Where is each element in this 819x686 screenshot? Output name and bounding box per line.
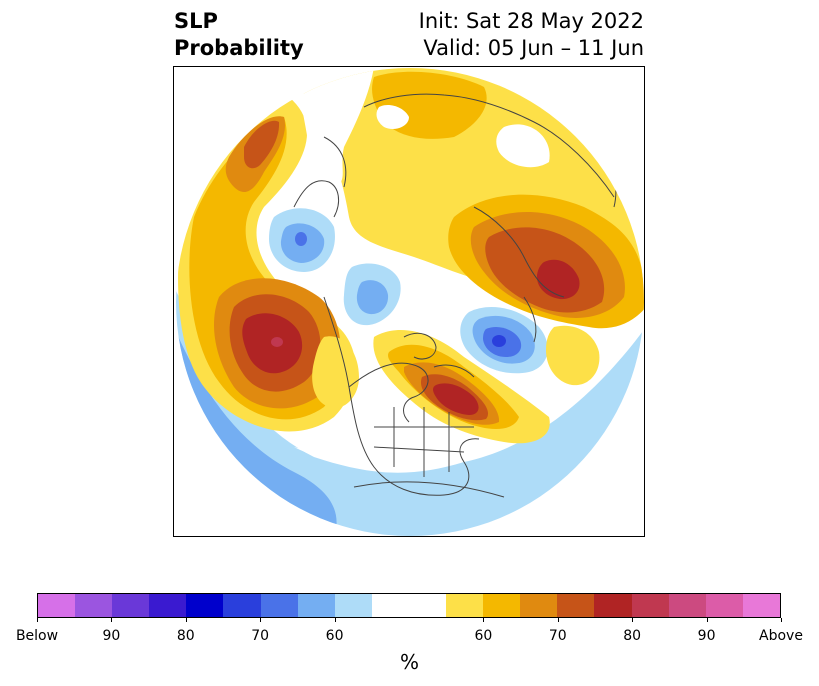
colorbar-tick-label: Below [15,628,59,644]
colorbar [37,593,781,618]
title-init-date: Init: Sat 28 May 2022 [418,9,644,33]
colorbar-tick-mark [111,618,113,622]
colorbar-tick-label: 80 [623,628,642,644]
colorbar-swatch [223,594,261,617]
chart-title-left: SLP Probability [174,8,304,62]
colorbar-tick-labels: Below 90 80 70 60 60 70 80 90 Above [0,628,819,646]
colorbar-swatch [112,594,150,617]
colorbar-swatch [446,594,484,617]
below-region-blue-alaska [295,232,307,246]
colorbar-swatch [520,594,558,617]
colorbar-tick-mark [334,618,336,622]
polar-probability-map [176,68,644,536]
colorbar-tick-mark [260,618,262,622]
colorbar-tick-label: 90 [697,628,716,644]
colorbar-tick-mark [706,618,708,622]
colorbar-tick-mark [781,618,782,622]
white-patch-arctic [376,105,409,129]
colorbar-tick-label: 60 [325,628,344,644]
colorbar-tick-label: 70 [548,628,567,644]
white-gap-arctic [294,68,374,188]
colorbar-swatch [594,594,632,617]
colorbar-tick-mark [557,618,559,622]
colorbar-tick-mark [185,618,187,622]
above-region-yellow-europe [546,325,600,386]
colorbar-tick-label: 70 [251,628,270,644]
title-variable: SLP [174,9,218,33]
colorbar-swatch [483,594,521,617]
colorbar-swatch [668,594,706,617]
colorbar-tick-label: Above [759,628,803,644]
above-region-red-canada [433,383,479,415]
chart-title-right: Init: Sat 28 May 2022 Valid: 05 Jun – 11… [419,8,644,62]
colorbar-swatch [334,594,372,617]
colorbar-swatch [371,594,409,617]
colorbar-swatch [260,594,298,617]
colorbar-tick-label: 90 [102,628,121,644]
colorbar-swatch [297,594,335,617]
title-field: Probability [174,36,304,60]
colorbar-swatch [408,594,447,617]
colorbar-tick-mark [483,618,485,622]
above-region-yellow-northamerica [312,336,359,408]
colorbar-swatch [149,594,187,617]
below-region-royalblue-atlantic [492,335,506,347]
colorbar-tick-label: 60 [474,628,493,644]
colorbar-tick-label: 80 [176,628,195,644]
colorbar-swatch [557,594,595,617]
colorbar-unit-label: % [399,650,419,674]
colorbar-swatch [38,594,76,617]
colorbar-tick-mark [37,618,38,622]
colorbar-swatch [75,594,113,617]
below-region-skyblue-arctic [356,280,389,315]
above-region-rust-bering [244,120,280,169]
white-gap-south [294,387,546,470]
colorbar-tick-mark [632,618,634,622]
title-valid-range: Valid: 05 Jun – 11 Jun [423,36,644,60]
map-panel [173,66,645,537]
colorbar-swatch [186,594,224,617]
colorbar-swatch [742,594,780,617]
white-patch-greenland [496,124,550,168]
above-region-crimson-pacific [271,337,283,347]
colorbar-swatch [705,594,743,617]
colorbar-swatch [631,594,669,617]
